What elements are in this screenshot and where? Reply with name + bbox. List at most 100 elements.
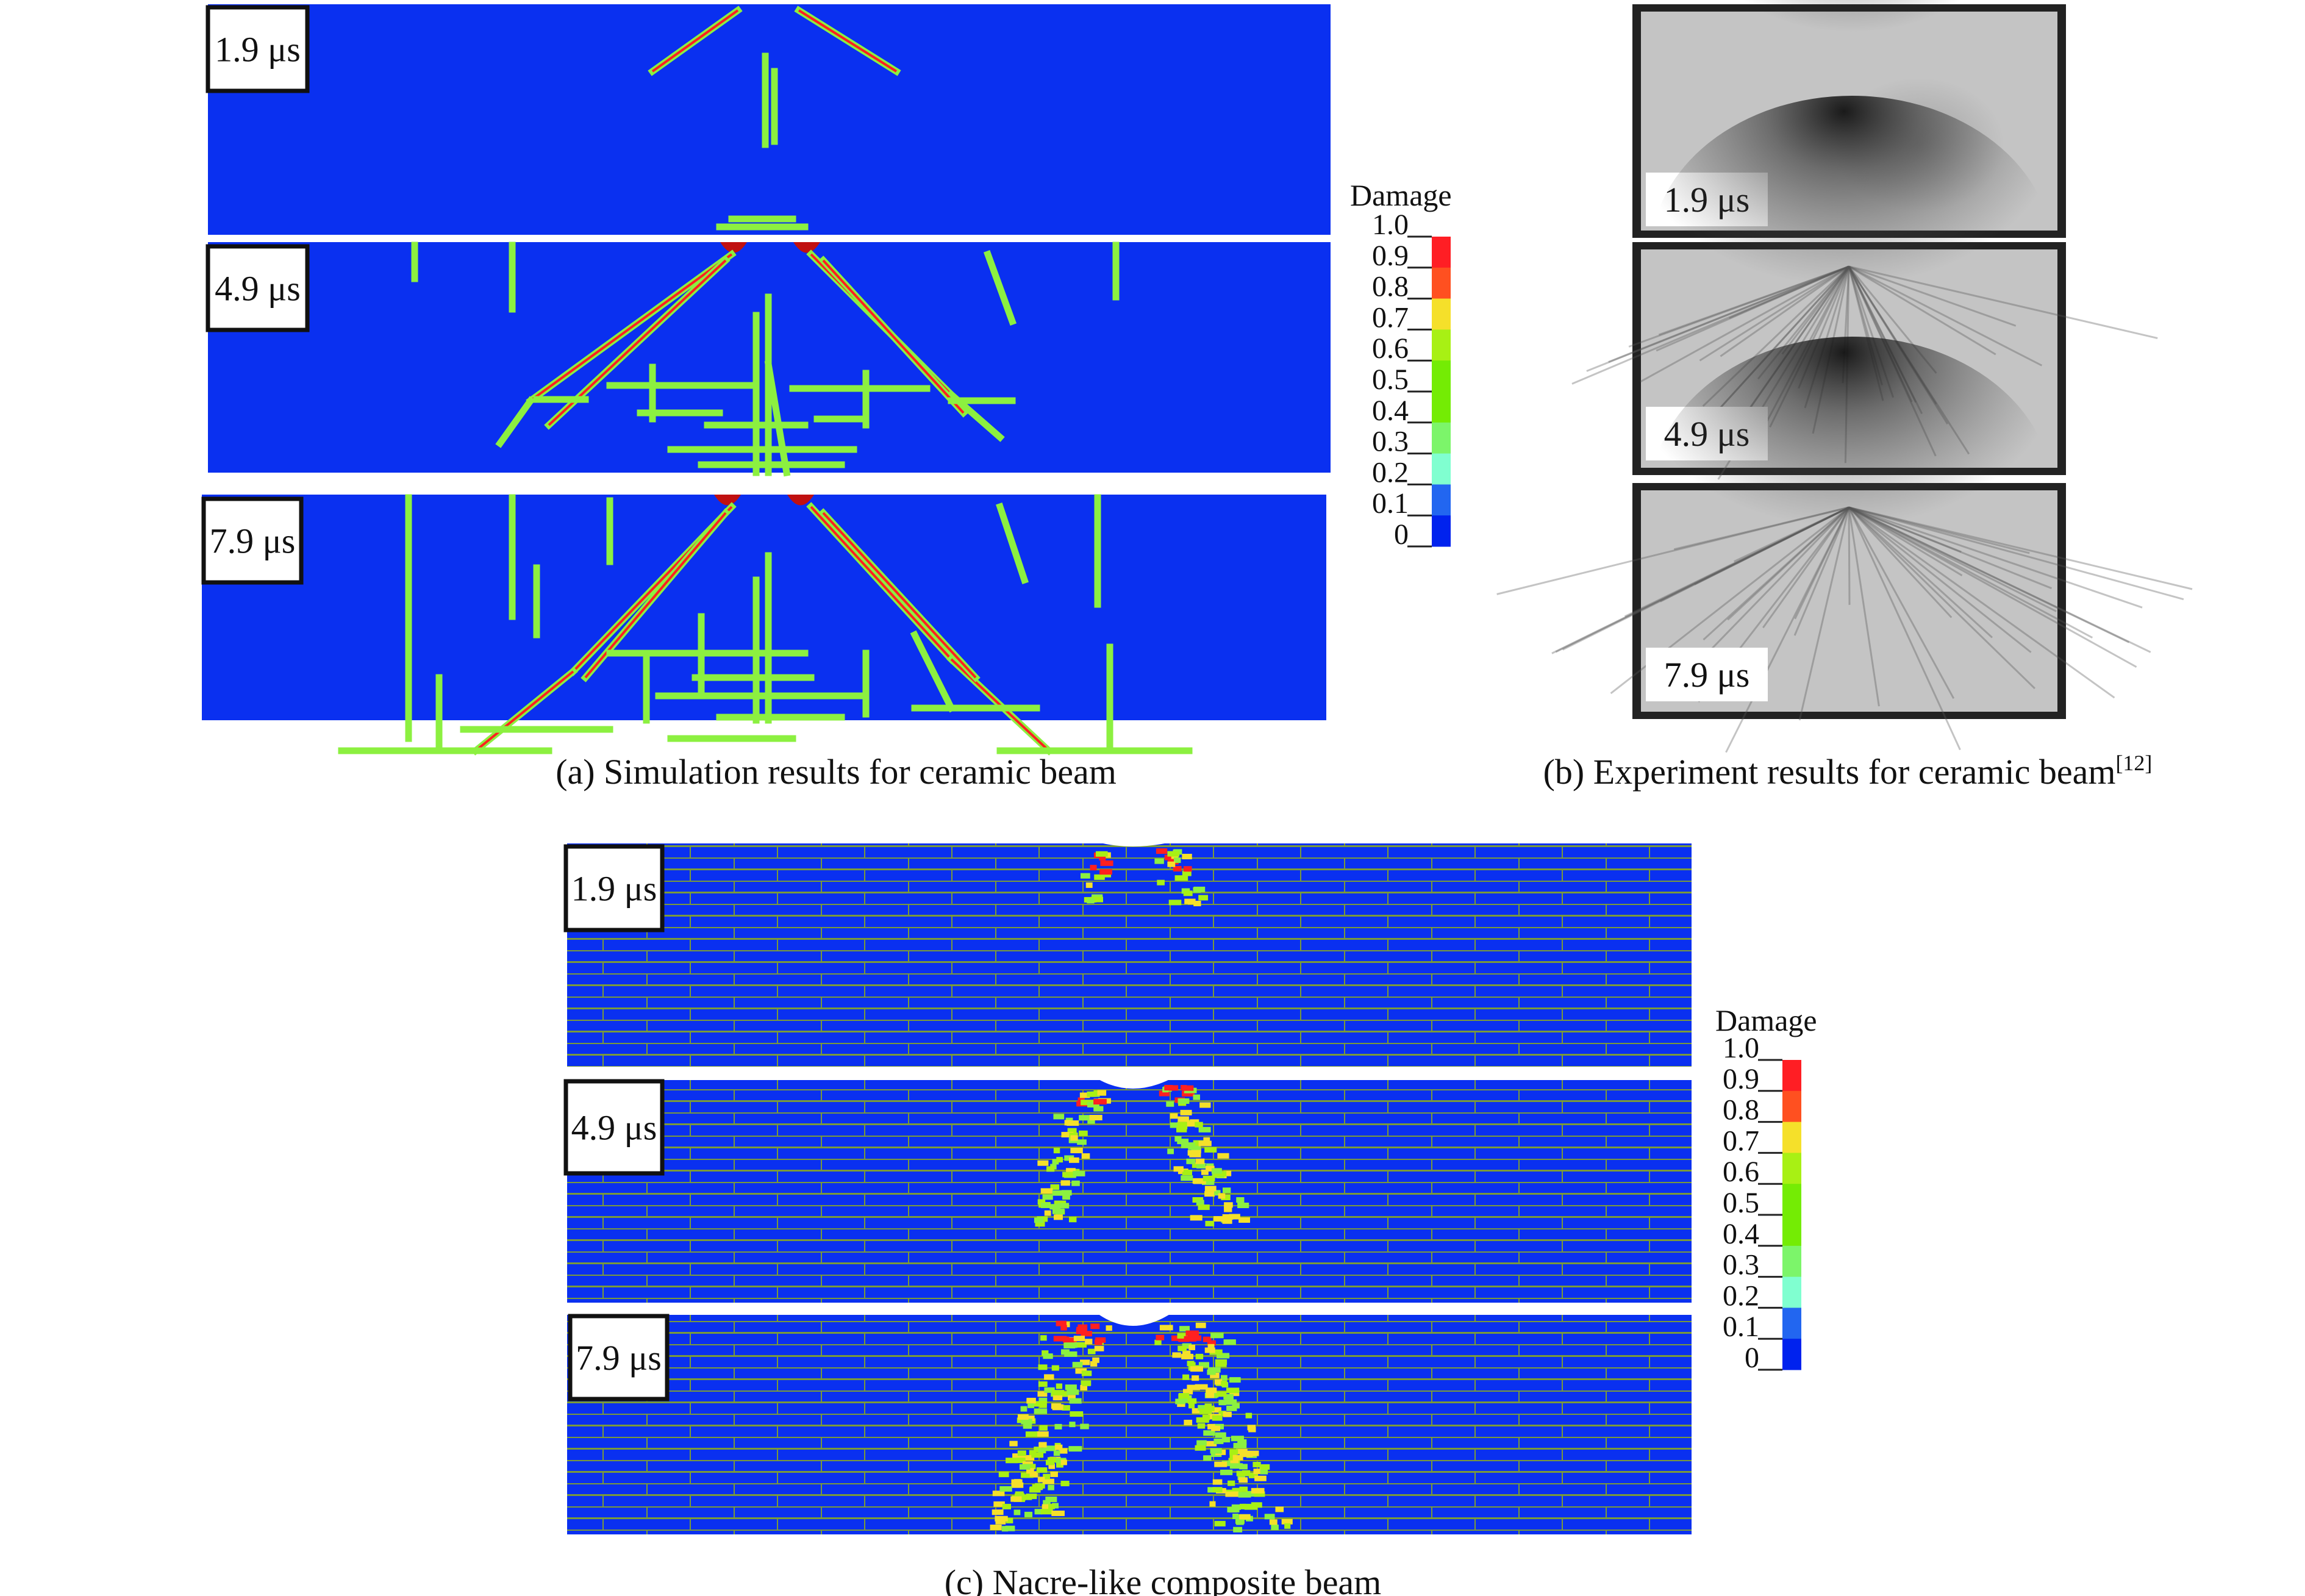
- legend-band: [1432, 453, 1451, 485]
- damage-element: [1184, 1336, 1196, 1342]
- damage-element: [1026, 1468, 1034, 1474]
- damage-element: [1184, 1420, 1193, 1426]
- time-label-box: [205, 5, 310, 93]
- damage-element: [1025, 1431, 1038, 1437]
- damage-element: [1072, 1362, 1083, 1368]
- damage-element: [1271, 1524, 1279, 1530]
- crater-right: [793, 242, 820, 253]
- damage-element: [1093, 1106, 1104, 1112]
- damage-element: [1157, 879, 1165, 886]
- radial-crack: [1660, 506, 1849, 603]
- damage-element: [1192, 1178, 1205, 1184]
- simulation-beam-3: 7.9 μs: [201, 494, 1326, 756]
- time-label-box: [1646, 648, 1768, 701]
- damage-element: [1034, 1447, 1042, 1453]
- damage-element: [1195, 1158, 1205, 1164]
- damage-element: [1029, 1471, 1038, 1477]
- radial-crack: [1848, 506, 2130, 643]
- damage-element: [1071, 1180, 1080, 1186]
- damage-element: [1184, 1142, 1196, 1148]
- damage-element: [1204, 1186, 1217, 1192]
- panel-c-nacre: 1.9 μs 4.9 μs 7.9 μs: [563, 842, 1692, 1534]
- damage-element: [1199, 1408, 1212, 1414]
- damage-element: [1215, 1391, 1227, 1397]
- damage-element: [1002, 1503, 1011, 1509]
- beam-body: [567, 1080, 1692, 1303]
- damage-element: [1038, 1364, 1048, 1370]
- damage-element: [1177, 1333, 1188, 1339]
- damage-element: [1204, 1191, 1215, 1197]
- damage-element: [1021, 1472, 1034, 1478]
- damage-element: [1248, 1426, 1256, 1433]
- damage-element: [1198, 1204, 1210, 1211]
- radial-crack: [1727, 506, 1850, 621]
- damage-element: [1203, 1137, 1210, 1143]
- damage-element: [1237, 1439, 1247, 1445]
- damage-element: [1056, 1383, 1063, 1389]
- damage-element: [1222, 1218, 1232, 1224]
- legend-band: [1782, 1308, 1801, 1339]
- damage-element: [1236, 1519, 1244, 1525]
- time-label-box: [563, 844, 665, 932]
- damage-element: [1187, 1121, 1197, 1127]
- damage-element: [1037, 1476, 1045, 1483]
- damage-element: [1224, 1202, 1233, 1208]
- damage-element: [1044, 1210, 1051, 1216]
- damage-element: [1203, 1430, 1215, 1436]
- damage-element: [1068, 1217, 1077, 1223]
- damage-element: [1081, 1331, 1092, 1337]
- damage-element: [1094, 1345, 1104, 1351]
- radial-crack: [1848, 506, 2093, 639]
- damage-element: [1178, 1345, 1187, 1351]
- damage-element: [1233, 1442, 1247, 1448]
- damage-element: [1059, 1448, 1068, 1454]
- damage-element: [1085, 882, 1093, 888]
- damage-element: [1223, 1170, 1232, 1176]
- legend-tick-label: 0: [1394, 518, 1409, 551]
- damage-element: [1027, 1402, 1035, 1408]
- damage-element: [1204, 1147, 1217, 1153]
- damage-element: [1042, 1504, 1052, 1510]
- legend-tick-label: 0.3: [1372, 426, 1409, 458]
- damage-element: [1043, 1500, 1051, 1506]
- damage-element: [1054, 1423, 1062, 1430]
- damage-element: [1017, 1417, 1024, 1423]
- damage-element: [1060, 1481, 1070, 1487]
- legend-band: [1432, 329, 1451, 361]
- damage-element: [1043, 1473, 1050, 1480]
- beam-body: [567, 843, 1692, 1067]
- damage-element: [1209, 1501, 1216, 1507]
- damage-element: [1196, 1200, 1204, 1206]
- nacre-beam-2: 4.9 μs: [563, 1079, 1692, 1303]
- damage-element: [1215, 1359, 1228, 1365]
- damage-element: [1048, 1503, 1055, 1509]
- damage-element: [1065, 1384, 1077, 1390]
- damage-element: [1097, 1090, 1107, 1096]
- damage-element: [1172, 1352, 1181, 1358]
- damage-element: [1182, 854, 1192, 860]
- damage-element: [1052, 1390, 1065, 1396]
- damage-element: [1224, 1399, 1237, 1405]
- damage-element: [1210, 1448, 1222, 1454]
- damage-element: [1068, 1157, 1079, 1163]
- damage-element: [1016, 1458, 1026, 1464]
- damage-element: [1226, 1405, 1237, 1411]
- damage-element: [1233, 1526, 1243, 1533]
- damage-element: [1053, 1114, 1065, 1120]
- damage-element: [1051, 1510, 1065, 1516]
- damage-element: [1251, 1487, 1265, 1494]
- damage-element: [1213, 1438, 1224, 1444]
- damage-element: [1026, 1398, 1036, 1404]
- legend-tick-label: 0.9: [1723, 1063, 1759, 1095]
- damage-element: [1090, 865, 1097, 871]
- damage-element: [1179, 1393, 1190, 1399]
- damage-element: [1198, 895, 1209, 901]
- damage-element: [1035, 1221, 1045, 1227]
- damage-element: [1044, 1387, 1055, 1393]
- fracture-shadow: [1730, 0, 1974, 96]
- caption-a: (a) Simulation results for ceramic beam: [556, 752, 1117, 792]
- damage-element: [1206, 1392, 1215, 1398]
- damage-element: [1180, 1109, 1192, 1115]
